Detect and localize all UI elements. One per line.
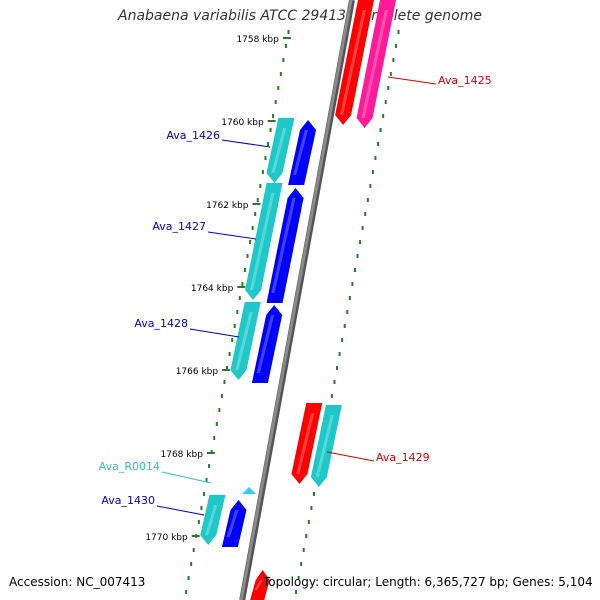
- gene-label-ava-1425: Ava_1425: [438, 74, 492, 87]
- genome-summary-text: Topology: circular; Length: 6,365,727 bp…: [263, 575, 593, 589]
- scale-label: 1766 kbp: [176, 367, 219, 377]
- gene-ava-1430-cyan-shine: [205, 505, 218, 535]
- gene-ava-1427-blue: [266, 188, 304, 303]
- gene-bottom-red: [250, 570, 270, 600]
- gene-ava-1425-pink-shine: [361, 10, 388, 118]
- gene-ava-1425-pink: [356, 0, 396, 128]
- gene-ava-1429-red: [291, 403, 323, 484]
- gene-ava-1429-cyan: [310, 405, 342, 487]
- gene-ava-1428-cyan-shine: [235, 312, 253, 370]
- gene-label-ava-r0014: Ava_R0014: [99, 460, 160, 473]
- gene-ava-r0014: [242, 487, 256, 494]
- gene-label-ava-1427: Ava_1427: [152, 220, 206, 233]
- gene-ava-1426-blue: [288, 120, 317, 185]
- gene-label-ava-1426: Ava_1426: [166, 129, 220, 142]
- scale-label: 1770 kbp: [145, 533, 188, 543]
- gene-ava-1430-cyan: [200, 495, 226, 545]
- gene-bottom-red-shine: [254, 580, 263, 590]
- scale-label: 1768 kbp: [161, 450, 204, 460]
- gene-ava-1428-blue: [251, 305, 283, 383]
- scale-label: 1762 kbp: [206, 201, 249, 211]
- gene-ava-1428-blue-shine: [256, 315, 275, 373]
- gene-ava-1429-cyan-shine: [315, 415, 334, 477]
- gene-ava-1427-cyan: [245, 183, 283, 300]
- gene-label-ava-1430: Ava_1430: [101, 494, 155, 507]
- gene-ava-1426-cyan: [266, 118, 295, 183]
- label-leader-line: [161, 471, 212, 484]
- label-leader-line: [189, 328, 240, 338]
- gene-ava-1425-red-shine: [339, 10, 366, 115]
- gene-ava-1429-red-shine: [296, 413, 315, 474]
- gene-ava-1426-cyan-shine: [271, 128, 287, 173]
- gene-ava-1430-blue-shine: [226, 510, 239, 537]
- gene-ava-1426-blue-shine: [292, 130, 309, 175]
- gene-ava-1427-blue-shine: [271, 198, 296, 293]
- label-leader-line: [207, 231, 257, 240]
- gene-ava-1425-red: [335, 0, 374, 125]
- scale-label: 1758 kbp: [236, 35, 279, 45]
- gene-ava-1430-blue: [221, 500, 247, 547]
- backbone-highlight: [239, 0, 353, 600]
- gene-label-ava-1428: Ava_1428: [134, 317, 188, 330]
- gene-ava-1427-cyan-shine: [249, 193, 275, 290]
- label-leader-line: [326, 451, 375, 462]
- label-leader-line: [387, 76, 437, 85]
- label-leader-line: [221, 139, 271, 148]
- label-leader-line: [156, 505, 205, 516]
- gene-ava-1428-cyan: [230, 302, 261, 380]
- scale-label: 1764 kbp: [191, 284, 234, 294]
- accession-text: Accession: NC_007413: [9, 575, 146, 589]
- gene-label-ava-1429: Ava_1429: [376, 451, 430, 464]
- scale-label: 1760 kbp: [221, 118, 264, 128]
